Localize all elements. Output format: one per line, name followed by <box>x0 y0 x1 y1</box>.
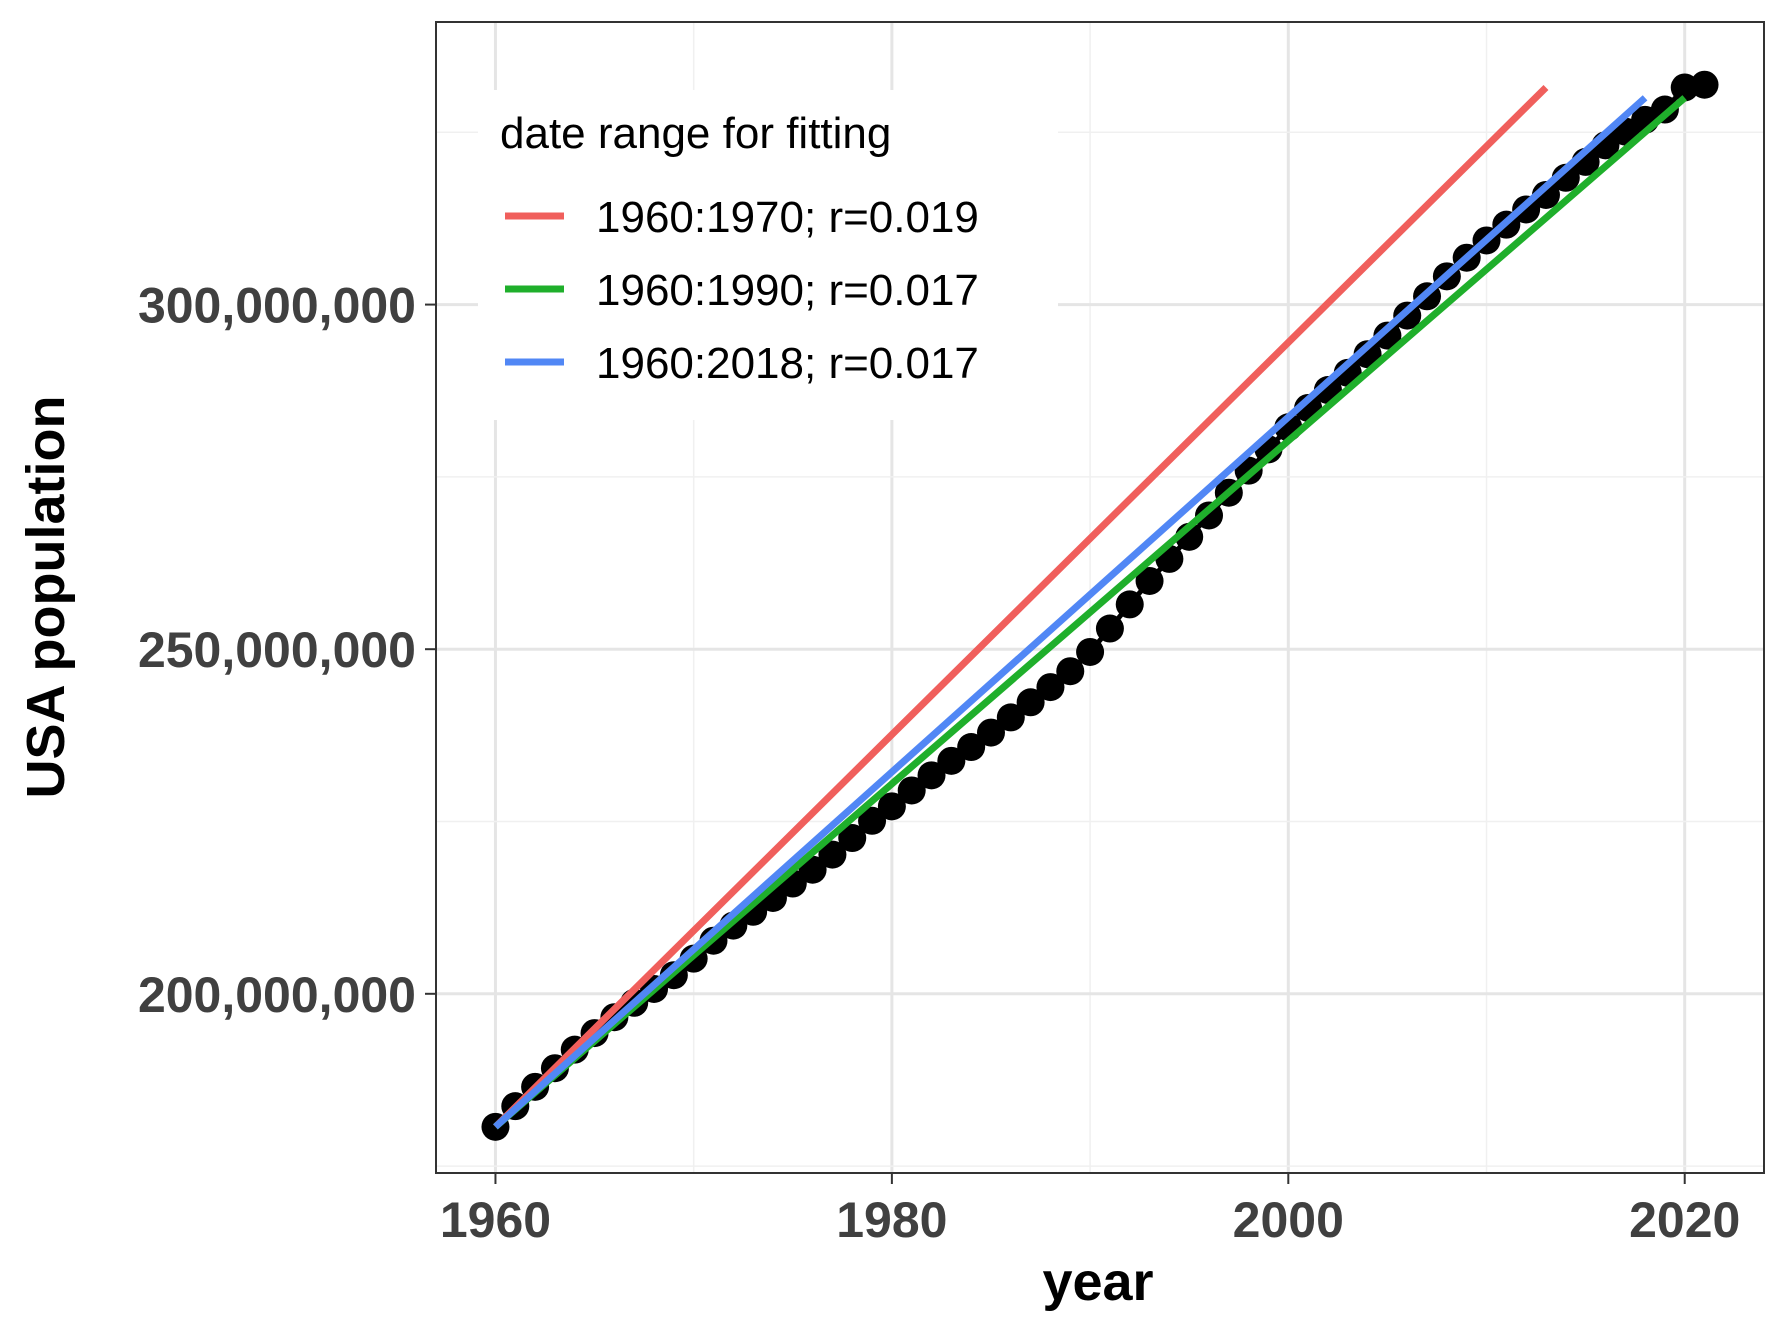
y-tick-label: 300,000,000 <box>138 278 416 334</box>
x-tick-label: 2020 <box>1629 1192 1740 1248</box>
fit-lines <box>493 84 1688 1130</box>
legend-label-2: 1960:1990; r=0.017 <box>596 266 979 315</box>
fit-line-3 <box>493 95 1648 1130</box>
x-tick-label: 1980 <box>836 1192 947 1248</box>
legend-entries: 1960:1970; r=0.019 1960:1990; r=0.017 1960… <box>505 193 979 388</box>
panel-border <box>435 21 1765 1174</box>
legend: date range for fitting 1960:1970; r=0.01… <box>478 90 1058 420</box>
y-axis: 200,000,000 250,000,000 300,000,000 <box>138 278 436 1023</box>
x-tick-label: 1960 <box>440 1192 551 1248</box>
x-axis: 1960 1980 2000 2020 <box>440 1173 1740 1248</box>
data-point <box>1690 70 1719 99</box>
legend-title: date range for fitting <box>500 109 891 158</box>
y-tick-label: 200,000,000 <box>138 967 416 1023</box>
legend-label-3: 1960:2018; r=0.017 <box>596 339 979 388</box>
legend-background <box>478 90 1058 420</box>
legend-label-1: 1960:1970; r=0.019 <box>596 193 979 242</box>
x-axis-title: year <box>1042 1252 1153 1312</box>
x-tick-label: 2000 <box>1233 1192 1344 1248</box>
fit-line-2 <box>493 95 1688 1130</box>
y-axis-title: USA population <box>16 396 76 799</box>
y-tick-label: 250,000,000 <box>138 622 416 678</box>
fit-line-1 <box>493 84 1549 1130</box>
